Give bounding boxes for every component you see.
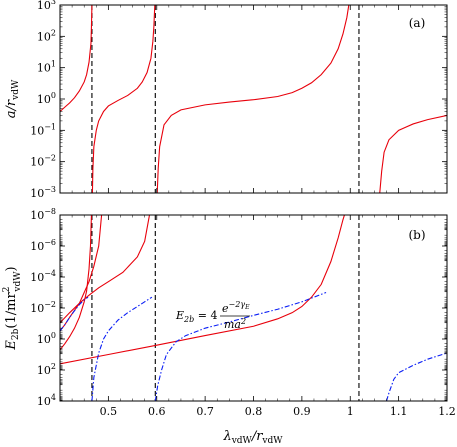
x-tick-label-8: 1.2 xyxy=(438,405,456,418)
series-b-2-segment-3 xyxy=(154,291,327,401)
y-tick-label-b-6: 102 xyxy=(37,362,56,377)
series-b-1-segment-4 xyxy=(60,215,151,324)
x-tick-label-1: 0.5 xyxy=(100,405,118,418)
panel-b-y-axis-title: E2b(1/mr2vdW) xyxy=(2,266,23,350)
y-tick-label-b-4: 10−2 xyxy=(30,300,56,315)
series-a-1-segment-2 xyxy=(91,5,156,193)
formula-annotation: E2b = 4 e−2γE ma2 xyxy=(175,300,250,331)
panel-a-y-axis-title: a/rvdW xyxy=(4,79,21,118)
y-tick-label-a-3: 101 xyxy=(37,60,56,75)
panel-b-label: (b) xyxy=(408,228,425,242)
x-tick-label-7: 1.1 xyxy=(390,405,408,418)
x-tick-label-6: 1 xyxy=(347,405,354,418)
y-tick-label-a-4: 100 xyxy=(37,91,56,106)
x-tick-label-5: 0.9 xyxy=(293,405,311,418)
formula-denominator: ma2 xyxy=(224,317,246,331)
y-tick-label-b-1: 10−8 xyxy=(30,207,56,222)
series-a-1-segment-3 xyxy=(156,5,350,193)
y-tick-label-a-6: 10−2 xyxy=(30,154,56,169)
y-tick-label-a-7: 10−3 xyxy=(30,185,56,200)
formula-numerator: e−2γE xyxy=(222,300,250,315)
series-b-1-segment-2 xyxy=(60,215,92,351)
series-a-1-segment-4 xyxy=(379,114,447,193)
panel-a-frame xyxy=(59,4,448,194)
formula-lhs: E2b = 4 xyxy=(175,309,217,324)
panel-a: 103 102 101 100 10−1 10−2 10−3 (a) a/rvdW xyxy=(4,0,448,200)
y-tick-label-b-2: 10−6 xyxy=(30,238,56,253)
x-tick-label-3: 0.7 xyxy=(196,405,214,418)
series-b-2-segment-2 xyxy=(91,296,153,401)
y-tick-label-a-1: 103 xyxy=(37,0,56,12)
x-tick-label-4: 0.8 xyxy=(245,405,263,418)
y-ticks-a: 103 102 101 100 10−1 10−2 10−3 xyxy=(30,0,448,200)
series-b-1-segment-1 xyxy=(60,215,345,365)
series-b-2-segment-4 xyxy=(386,352,447,401)
panel-b-frame xyxy=(59,214,448,402)
series-a-1-segment-1 xyxy=(60,5,93,112)
plot-area-a xyxy=(60,5,447,193)
x-axis-title: λvdW/rvdW xyxy=(222,429,283,446)
y-tick-label-b-7: 104 xyxy=(37,393,56,408)
y-tick-label-b-5: 100 xyxy=(37,331,56,346)
series-b-2-segment-1 xyxy=(60,296,89,332)
x-ticks-b: 0.5 0.6 0.7 0.8 0.9 1 1.1 1.2 xyxy=(100,405,456,418)
y-tick-label-b-3: 10−4 xyxy=(30,269,56,284)
y-tick-label-a-2: 102 xyxy=(37,28,56,43)
y-tick-label-a-5: 10−1 xyxy=(30,122,56,137)
panel-a-label: (a) xyxy=(409,16,426,30)
plot-area-b xyxy=(60,215,447,401)
x-tick-label-2: 0.6 xyxy=(148,405,166,418)
